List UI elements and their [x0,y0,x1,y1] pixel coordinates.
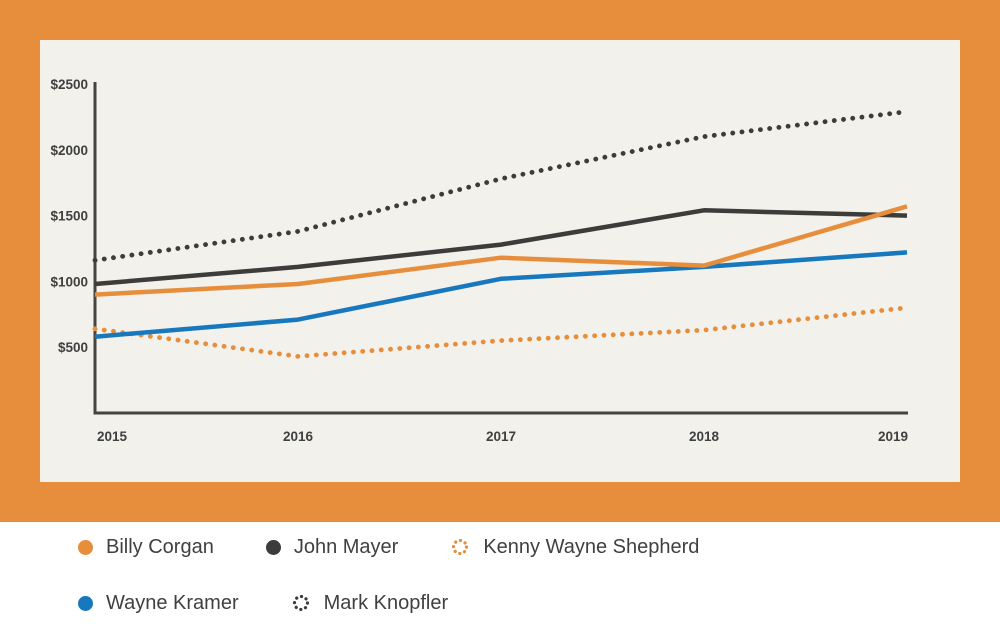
x-axis-label: 2019 [878,429,908,444]
series-line-mark-knopfler [92,109,910,263]
circle-marker-icon [78,539,93,555]
legend-row: Billy Corgan John Mayer Kenny Wayne Shephe… [78,530,699,564]
series-line-kenny-wayne-shepherd [92,305,910,359]
circle-marker-icon [78,595,93,611]
series-line-billy-corgan [94,204,908,297]
line-chart: $500 $1000 $1500 $2000 $2500 2015 2016 2017 2018… [50,77,910,444]
legend-label: Kenny Wayne Shepherd [483,535,700,558]
legend-label: Billy Corgan [106,535,214,558]
series-line-john-mayer [94,208,908,287]
chart-legend: Billy Corgan John Mayer Kenny Wayne Shephe… [78,530,699,642]
legend-item-john-mayer: John Mayer [265,535,399,559]
legend-label: Wayne Kramer [106,591,239,614]
legend-item-wayne-kramer: Wayne Kramer [78,592,239,615]
x-axis-label: 2018 [689,429,720,444]
axis-lines [93,82,908,415]
x-axis-label: 2015 [97,429,128,444]
dotted-circle-marker-icon [452,538,469,556]
legend-item-billy-corgan: Billy Corgan [78,536,214,559]
legend-label: Mark Knopfler [323,591,449,614]
dotted-circle-marker-icon [292,594,309,612]
y-axis-label: $1000 [50,274,88,289]
legend-item-kenny-wayne-shepherd: Kenny Wayne Shepherd [450,536,699,559]
y-axis-label: $2000 [50,143,88,158]
circle-marker-icon [265,539,281,555]
legend-row: Wayne Kramer Mark Knopfler [78,586,699,620]
series-line-wayne-kramer [94,250,908,339]
legend-label: John Mayer [293,535,399,558]
y-axis-label: $500 [58,340,88,355]
legend-item-mark-knopfler: Mark Knopfler [291,591,449,615]
chart-panel: $500 $1000 $1500 $2000 $2500 2015 2016 2017 2018… [40,40,960,482]
x-axis-label: 2017 [486,429,516,444]
y-axis-label: $1500 [50,209,88,224]
y-axis-label: $2500 [50,77,88,92]
x-axis-label: 2016 [283,429,314,444]
